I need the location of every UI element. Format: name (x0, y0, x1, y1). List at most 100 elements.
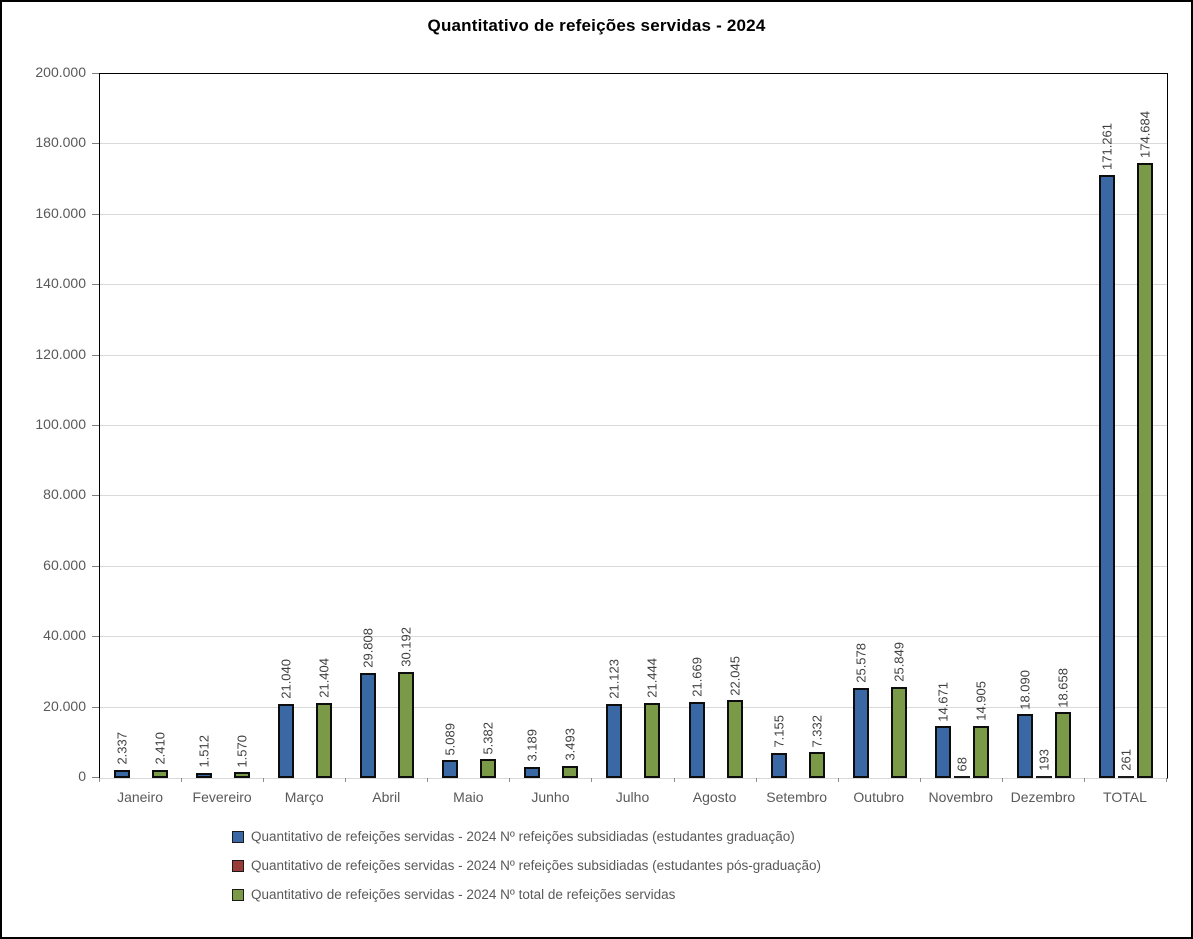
bar-s0-dezembro (1016, 714, 1033, 778)
x-tick-label: Outubro (853, 789, 905, 805)
x-tick-label: Maio (453, 789, 484, 805)
data-label: 21.444 (644, 657, 660, 698)
y-tick-label: 60.000 (43, 556, 86, 573)
y-tick-label: 200.000 (35, 64, 86, 80)
y-axis-tick (92, 636, 99, 638)
category-group: 21.669 22.045 (675, 74, 757, 778)
gridline (100, 565, 1167, 567)
bar-s2-maio (480, 759, 497, 778)
category-group: 5.089 5.382 (428, 74, 510, 778)
bar-s2-abril (398, 671, 415, 778)
bar-s0-março (278, 703, 295, 778)
data-label: 3.189 (524, 729, 540, 762)
x-tick-label: Abril (372, 789, 401, 805)
y-axis-tick (92, 777, 99, 778)
x-tick-label: Novembro (928, 789, 994, 805)
bar-s2-fevereiro (234, 772, 251, 778)
y-tick-label: 180.000 (35, 134, 86, 151)
bar-s2-dezembro (1054, 712, 1071, 778)
data-label: 3.493 (562, 728, 578, 761)
y-axis-tick (92, 73, 99, 74)
x-axis-tick (1001, 778, 1003, 782)
x-tick-label: Setembro (766, 789, 827, 805)
x-tick-label: Dezembro (1010, 789, 1076, 805)
category-group: 3.189 3.493 (510, 74, 592, 778)
bar-s0-julho (606, 703, 623, 778)
x-axis-tick (1083, 778, 1085, 782)
bar-s0-outubro (852, 687, 869, 778)
data-label: 18.090 (1017, 669, 1033, 710)
category-group: 2.337 2.410 (100, 74, 182, 778)
category-group: 29.808 30.192 (346, 74, 428, 778)
gridline (100, 425, 1167, 426)
y-tick-label: 0 (78, 768, 86, 784)
category-group: 21.123 21.444 (592, 74, 674, 778)
legend-marker-icon (232, 830, 244, 843)
category-group: 1.512 1.570 (182, 74, 264, 778)
bar-s2-julho (644, 702, 661, 778)
data-label: 2.410 (152, 731, 168, 765)
x-axis-tick (919, 778, 921, 782)
y-axis-tick (92, 213, 99, 215)
legend-item: Quantitativo de refeições servidas - 202… (232, 887, 821, 902)
legend-label: Quantitativo de refeições servidas - 202… (251, 858, 821, 873)
legend-item: Quantitativo de refeições servidas - 202… (232, 858, 821, 873)
y-tick-label: 160.000 (35, 204, 86, 221)
data-label: 25.578 (853, 643, 869, 683)
x-tick-label: Março (284, 789, 324, 805)
legend-item: Quantitativo de refeições servidas - 202… (232, 829, 821, 844)
x-tick-label: TOTAL (1103, 789, 1147, 805)
data-label: 18.658 (1055, 667, 1071, 708)
x-axis-tick (755, 778, 757, 782)
bar-s2-setembro (808, 752, 825, 778)
bar-s0-maio (442, 760, 459, 778)
bar-s1-total (1117, 776, 1134, 778)
x-tick-label: Janeiro (117, 789, 163, 805)
bar-s0-janeiro (114, 769, 131, 778)
data-label: 22.045 (727, 655, 743, 696)
category-group: 7.155 7.332 (757, 74, 839, 778)
x-axis-tick (263, 778, 265, 782)
bar-s1-novembro (953, 776, 970, 778)
data-label: 21.669 (689, 656, 705, 697)
plot-area: 2.337 2.410 1.512 1.570 21.040 21.404 29.808 30… (99, 73, 1168, 779)
bar-s0-total (1098, 175, 1115, 778)
y-axis-tick (92, 425, 99, 426)
y-tick-label: 80.000 (43, 486, 86, 503)
x-axis-tick (509, 778, 511, 782)
data-label: 29.808 (360, 628, 376, 669)
data-label: 261 (1118, 749, 1134, 771)
data-label: 68 (954, 756, 970, 771)
bar-s2-junho (562, 765, 579, 778)
x-axis-tick (1166, 778, 1167, 782)
bar-s2-total (1136, 163, 1153, 778)
legend-label: Quantitativo de refeições servidas - 202… (251, 829, 795, 844)
data-label: 174.684 (1137, 111, 1153, 159)
bar-s0-setembro (770, 752, 787, 778)
gridline (100, 636, 1167, 638)
gridline (100, 495, 1167, 497)
data-label: 14.671 (935, 681, 951, 722)
data-label: 171.261 (1099, 123, 1115, 171)
bar-s0-junho (524, 766, 541, 778)
data-label: 21.040 (278, 659, 294, 699)
category-group: 14.671 68 14.905 (921, 74, 1003, 778)
gridline (100, 213, 1167, 215)
data-label: 7.332 (809, 714, 825, 748)
x-tick-label: Fevereiro (192, 789, 252, 805)
bar-s1-dezembro (1035, 776, 1052, 778)
bar-s0-abril (360, 673, 377, 778)
y-axis-tick (92, 495, 99, 497)
x-tick-label: Agosto (692, 789, 737, 805)
legend-marker-icon (232, 859, 244, 872)
x-tick-label: Julho (615, 789, 650, 805)
x-axis-tick (427, 778, 429, 782)
x-axis-tick (181, 778, 183, 782)
y-axis-tick (92, 565, 99, 567)
bar-s0-agosto (688, 701, 705, 778)
y-tick-label: 100.000 (35, 416, 86, 432)
x-axis-tick (345, 778, 347, 782)
category-group: 25.578 25.849 (839, 74, 921, 778)
legend-label: Quantitativo de refeições servidas - 202… (251, 887, 676, 902)
